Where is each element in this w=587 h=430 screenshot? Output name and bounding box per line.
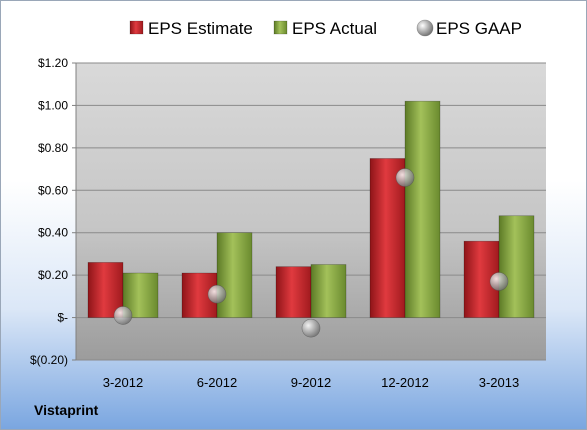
legend: EPS Estimate EPS Actual EPS GAAP <box>129 19 522 38</box>
legend-swatch <box>416 19 434 37</box>
y-tick-label: $1.00 <box>38 98 68 112</box>
legend-label: EPS Estimate <box>148 19 253 38</box>
marker-eps-gaap <box>395 168 415 187</box>
legend-swatch <box>129 20 144 35</box>
marker-eps-gaap <box>489 272 509 291</box>
legend-label: EPS Actual <box>292 19 377 38</box>
x-tick-label: 9-2012 <box>291 375 331 390</box>
x-axis-ticks: 3-2012 6-2012 9-2012 12-2012 3-2013 <box>103 375 519 390</box>
legend-label: EPS GAAP <box>436 19 522 38</box>
bar-eps-estimate <box>369 158 406 318</box>
gaap-markers <box>113 168 509 338</box>
company-label: Vistaprint <box>34 402 99 418</box>
bar-eps-actual <box>216 232 253 318</box>
legend-swatch <box>273 20 288 35</box>
x-tick-label: 3-2012 <box>103 375 143 390</box>
bar-eps-actual <box>310 264 347 318</box>
y-tick-label: $1.20 <box>38 56 68 70</box>
y-tick-label: $0.20 <box>38 268 68 282</box>
marker-eps-gaap <box>113 306 133 325</box>
y-tick-label: $0.80 <box>38 141 68 155</box>
x-tick-label: 3-2013 <box>479 375 519 390</box>
marker-eps-gaap <box>301 318 321 338</box>
marker-eps-gaap <box>207 284 227 304</box>
bar-eps-actual <box>498 215 535 318</box>
y-tick-label: $(0.20) <box>30 353 68 367</box>
y-tick-label: $- <box>57 311 68 325</box>
y-axis-ticks: $1.20 $1.00 $0.80 $0.60 $0.40 $0.20 $- $(0.20) <box>30 56 77 367</box>
x-tick-label: 6-2012 <box>197 375 237 390</box>
x-tick-label: 12-2012 <box>381 375 429 390</box>
y-tick-label: $0.40 <box>38 226 68 240</box>
bar-eps-estimate <box>275 266 312 318</box>
bar-eps-actual <box>404 100 441 318</box>
y-tick-label: $0.60 <box>38 183 68 197</box>
